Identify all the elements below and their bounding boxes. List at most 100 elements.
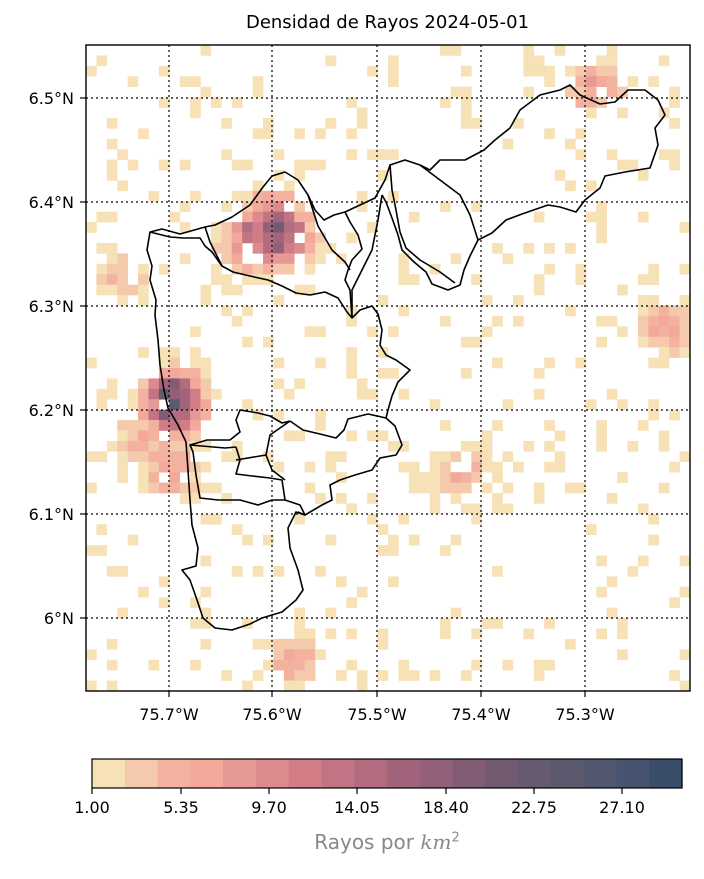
density-cell bbox=[585, 76, 597, 87]
density-cell bbox=[231, 190, 243, 202]
density-cell bbox=[252, 263, 264, 275]
density-cell bbox=[315, 357, 326, 369]
density-cell bbox=[294, 628, 305, 640]
density-cell bbox=[544, 659, 555, 671]
density-cell bbox=[179, 440, 191, 452]
density-cell bbox=[637, 555, 649, 567]
density-cell bbox=[273, 659, 285, 671]
density-cell bbox=[367, 388, 378, 400]
density-cell bbox=[440, 482, 451, 494]
colorbar-segment bbox=[616, 759, 650, 788]
density-cell bbox=[106, 211, 118, 223]
density-cell bbox=[242, 211, 253, 223]
density-cell bbox=[263, 242, 274, 254]
density-cell bbox=[429, 482, 441, 494]
density-cell bbox=[283, 180, 295, 192]
density-cell bbox=[210, 388, 222, 400]
density-cell bbox=[450, 534, 462, 546]
density-cell bbox=[408, 534, 420, 546]
density-cell bbox=[471, 659, 483, 671]
density-cell bbox=[669, 347, 680, 358]
density-cell bbox=[210, 482, 222, 494]
density-cell bbox=[440, 461, 451, 473]
density-cell bbox=[263, 128, 274, 140]
density-cell bbox=[127, 430, 139, 442]
density-cell bbox=[450, 253, 462, 265]
density-cell bbox=[367, 326, 378, 338]
density-cell bbox=[158, 159, 170, 171]
density-cell bbox=[96, 263, 108, 275]
density-cell bbox=[658, 430, 670, 442]
density-cell bbox=[200, 357, 212, 369]
x-tick-label: 75.4°W bbox=[451, 705, 511, 724]
density-cell bbox=[637, 274, 649, 285]
density-cell bbox=[169, 388, 181, 400]
density-cell bbox=[450, 451, 462, 463]
density-cell bbox=[512, 315, 524, 327]
density-cell bbox=[617, 649, 628, 661]
density-cell bbox=[585, 107, 597, 119]
density-cell bbox=[481, 451, 493, 463]
density-cell bbox=[148, 409, 160, 421]
colorbar-segment bbox=[321, 759, 355, 788]
density-cell bbox=[96, 242, 108, 254]
x-tick-label: 75.6°W bbox=[242, 705, 302, 724]
density-cell bbox=[190, 659, 201, 671]
colorbar-segment bbox=[190, 759, 224, 788]
density-cell bbox=[304, 222, 316, 233]
density-cell bbox=[606, 576, 618, 588]
density-cell bbox=[356, 107, 368, 119]
density-cell bbox=[565, 65, 576, 77]
density-cell bbox=[544, 242, 555, 254]
y-tick-label: 6.4°N bbox=[29, 193, 74, 212]
density-cell bbox=[596, 336, 607, 348]
density-cell bbox=[388, 76, 399, 87]
density-cell bbox=[481, 326, 493, 338]
colorbar-segment bbox=[550, 759, 585, 788]
density-cell bbox=[648, 263, 660, 275]
density-cell bbox=[179, 420, 191, 431]
y-tick-label: 6.3°N bbox=[29, 297, 74, 316]
y-tick-label: 6°N bbox=[44, 609, 74, 628]
density-cell bbox=[283, 232, 295, 244]
density-cell bbox=[481, 430, 493, 442]
density-cell bbox=[606, 149, 618, 160]
density-cell bbox=[346, 315, 358, 327]
density-cell bbox=[596, 232, 607, 244]
density-cell bbox=[669, 336, 680, 348]
colorbar-tick-label: 14.05 bbox=[334, 798, 380, 817]
density-cell bbox=[210, 513, 222, 525]
density-cell bbox=[117, 440, 128, 452]
density-cell bbox=[533, 55, 545, 67]
density-cell bbox=[221, 242, 233, 254]
density-cell bbox=[398, 461, 410, 473]
density-cell bbox=[471, 451, 483, 463]
density-cell bbox=[96, 274, 108, 285]
density-cell bbox=[492, 242, 503, 254]
density-cell bbox=[648, 274, 660, 285]
density-cell bbox=[492, 618, 503, 629]
density-cell bbox=[242, 159, 253, 171]
density-cell bbox=[637, 170, 649, 181]
density-cell bbox=[252, 409, 264, 421]
density-cell bbox=[304, 159, 316, 171]
density-cell bbox=[117, 149, 128, 160]
density-cell bbox=[523, 65, 535, 77]
density-cell bbox=[575, 128, 587, 140]
density-cell bbox=[200, 388, 212, 400]
colorbar-tick-label: 9.70 bbox=[251, 798, 287, 817]
density-cell bbox=[648, 315, 660, 327]
density-cell bbox=[575, 149, 587, 160]
density-cell bbox=[190, 440, 201, 452]
density-cell bbox=[283, 263, 295, 275]
density-cell bbox=[106, 138, 118, 150]
density-cell bbox=[158, 378, 170, 390]
density-cell bbox=[533, 211, 545, 223]
density-cell bbox=[471, 201, 483, 213]
density-cell bbox=[273, 170, 285, 181]
density-cell bbox=[200, 295, 212, 306]
density-cell bbox=[648, 534, 660, 546]
density-cell bbox=[294, 222, 305, 233]
density-cell bbox=[106, 242, 118, 254]
density-cell bbox=[325, 55, 337, 67]
